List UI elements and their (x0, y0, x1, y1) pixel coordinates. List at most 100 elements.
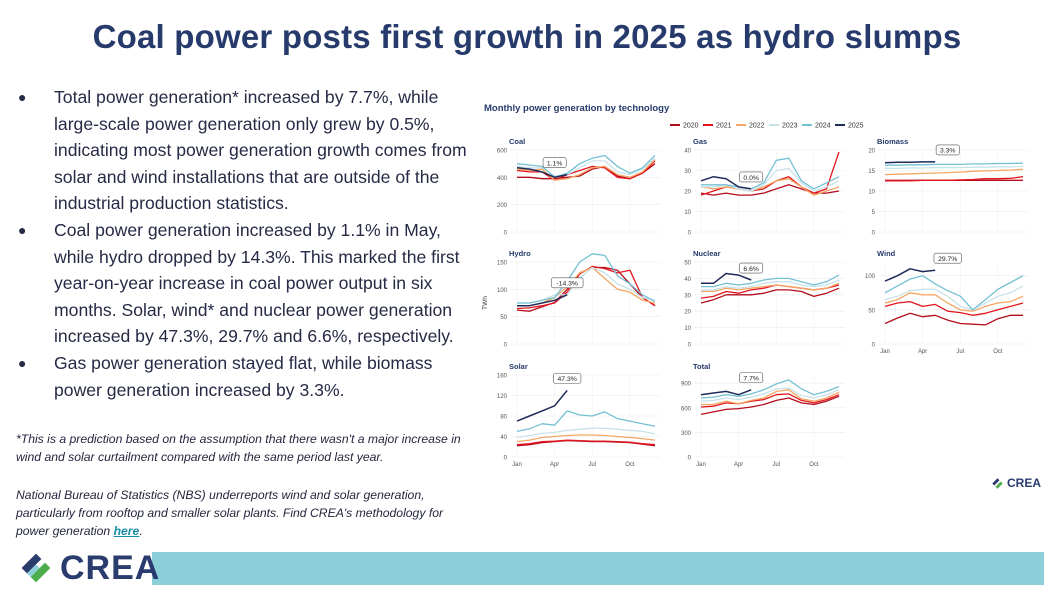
series-line-solar-2023 (516, 427, 656, 439)
y-tick-biomass: 15 (868, 169, 875, 175)
change-label-box-coal (542, 157, 567, 168)
bullet-symbol: ● (18, 89, 27, 105)
series-line-nuclear-2020 (700, 287, 840, 304)
series-line-biomass-2025 (884, 161, 936, 164)
series-line-coal-2023 (516, 157, 656, 177)
bullet-list: ● Total power generation* increased by 7… (18, 84, 468, 403)
y-tick-hydro: 150 (497, 261, 508, 267)
y-tick-solar: 0 (504, 456, 508, 462)
x-tick-solar: Jan (512, 462, 522, 468)
y-tick-hydro: 0 (504, 343, 508, 349)
series-line-nuclear-2025 (701, 272, 752, 285)
series-line-wind-2020 (884, 312, 1023, 326)
series-line-coal-2025 (516, 167, 568, 179)
y-tick-solar: 40 (500, 435, 507, 441)
series-line-total-2023 (700, 387, 840, 402)
methodology-link[interactable]: here (113, 524, 140, 538)
series-line-solar-2024 (516, 410, 656, 433)
bullet-text-gas: Gas power generation stayed flat, while … (54, 352, 433, 400)
legend-label-2021: 2021 (716, 123, 732, 130)
series-line-biomass-2022 (884, 168, 1024, 176)
series-line-total-2024 (700, 379, 840, 399)
y-tick-wind: 50 (868, 308, 875, 314)
nbs-note: National Bureau of Statistics (NBS) unde… (16, 486, 468, 540)
series-line-coal-2024 (516, 154, 656, 178)
y-tick-gas: 10 (684, 210, 691, 216)
series-line-solar-2025 (516, 389, 568, 422)
y-tick-total: 900 (681, 382, 692, 388)
x-tick-wind: Oct (993, 349, 1003, 355)
panel-title-biomass: Biomass (877, 137, 908, 146)
series-line-total-2022 (701, 389, 840, 406)
x-tick-wind: Jan (880, 349, 890, 355)
series-line-total-2025 (700, 389, 752, 396)
x-tick-total: Jul (772, 462, 780, 468)
y-tick-nuclear: 40 (684, 277, 691, 283)
y-tick-nuclear: 0 (688, 343, 692, 349)
series-line-gas-2024 (701, 157, 840, 190)
series-line-hydro-2025 (517, 294, 568, 307)
legend-label-2022: 2022 (749, 123, 765, 130)
series-line-wind-2024 (884, 275, 1024, 311)
series-line-hydro-2023 (517, 266, 656, 304)
change-label-gas: 0.0% (743, 175, 759, 182)
x-tick-total: Oct (809, 462, 819, 468)
change-label-wind: 29.7% (938, 256, 957, 263)
y-axis-label: TWh (482, 296, 489, 310)
y-tick-biomass: 5 (872, 210, 876, 216)
change-label-box-gas (739, 171, 764, 183)
change-label-total: 7.7% (743, 376, 759, 383)
panel-title-wind: Wind (877, 249, 896, 258)
series-line-biomass-2023 (885, 165, 1024, 170)
x-tick-total: Apr (734, 462, 743, 468)
change-label-hydro: -14.3% (556, 281, 578, 288)
crea-logo: CREA (18, 549, 160, 587)
change-label-box-wind (933, 252, 962, 264)
series-line-wind-2025 (884, 268, 936, 282)
legend-label-2024: 2024 (815, 123, 831, 130)
nbs-note-end: . (139, 524, 143, 538)
y-tick-solar: 120 (497, 394, 508, 400)
y-tick-coal: 600 (497, 149, 508, 155)
x-tick-wind: Apr (918, 349, 927, 355)
y-tick-nuclear: 30 (684, 293, 691, 299)
bullet-item: ● Gas power generation stayed flat, whil… (18, 350, 468, 403)
y-tick-nuclear: 20 (684, 310, 691, 316)
series-line-hydro-2024 (517, 253, 656, 304)
y-tick-gas: 30 (684, 169, 691, 175)
series-line-solar-2022 (516, 434, 656, 443)
x-tick-total: Jan (696, 462, 706, 468)
crea-logo-text: CREA (60, 548, 161, 587)
change-label-biomass: 3.3% (940, 148, 956, 155)
change-label-box-total (739, 372, 764, 384)
series-line-total-2021 (700, 393, 840, 408)
bullet-symbol: ● (18, 221, 27, 238)
footer-teal-band (152, 552, 1044, 585)
y-tick-total: 300 (681, 431, 692, 437)
y-tick-hydro: 50 (500, 315, 507, 321)
change-label-box-nuclear (739, 262, 764, 274)
crea-logo-icon (21, 553, 51, 583)
y-tick-wind: 100 (865, 274, 876, 280)
y-tick-biomass: 10 (868, 190, 875, 196)
small-logo-text: CREA (1007, 476, 1042, 490)
series-line-nuclear-2023 (701, 279, 840, 291)
y-tick-coal: 200 (497, 203, 508, 209)
panel-title-solar: Solar (509, 362, 528, 371)
footnote: *This is a prediction based on the assum… (16, 432, 461, 464)
series-line-total-2020 (700, 395, 840, 416)
legend-label-2025: 2025 (848, 123, 864, 130)
series-line-wind-2021 (884, 300, 1024, 316)
series-line-gas-2022 (700, 178, 840, 196)
series-line-gas-2020 (700, 184, 840, 196)
x-tick-solar: Oct (625, 462, 635, 468)
y-tick-solar: 80 (500, 415, 507, 421)
series-line-solar-2021 (516, 439, 656, 446)
bullet-text-total: Total power generation* increased by 7.7… (54, 87, 467, 214)
y-tick-total: 600 (681, 406, 692, 412)
series-line-nuclear-2024 (701, 274, 840, 288)
y-tick-gas: 0 (688, 231, 692, 237)
y-tick-coal: 0 (504, 231, 508, 237)
y-tick-biomass: 0 (872, 231, 876, 237)
bullet-item: ● Coal power generation increased by 1.1… (18, 217, 468, 350)
